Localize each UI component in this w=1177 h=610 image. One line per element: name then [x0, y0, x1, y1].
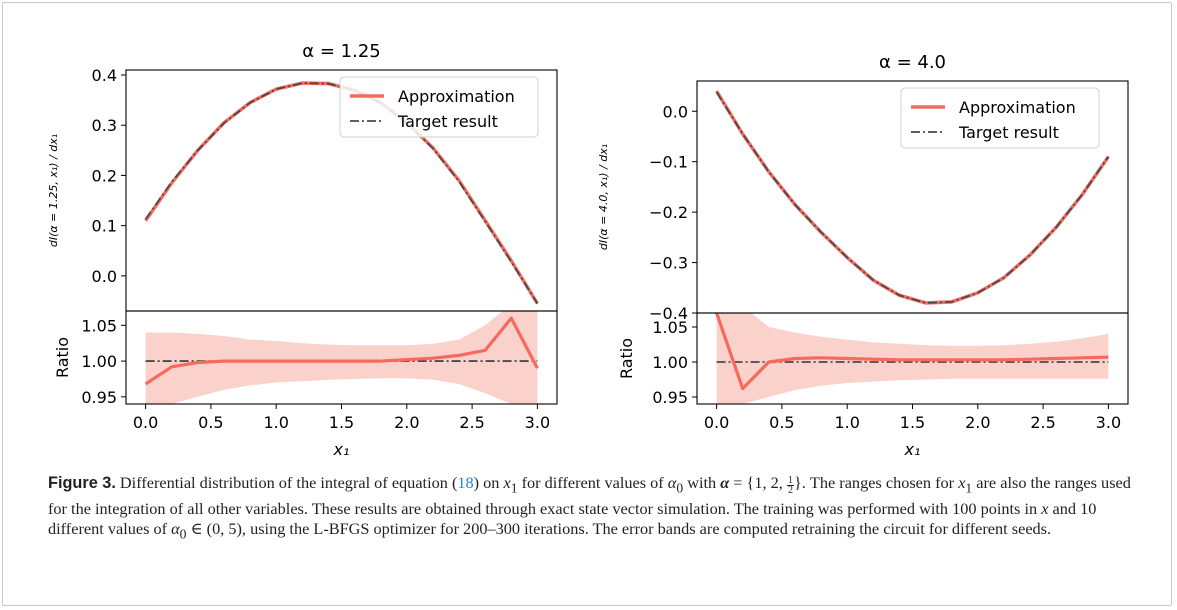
- chart-title: α = 4.0: [879, 52, 946, 73]
- equation-reference-link[interactable]: 18: [457, 473, 474, 492]
- legend: Approximation Target result: [900, 87, 1100, 149]
- x-tick-label: 2.0: [394, 413, 419, 432]
- ratio-panel-plot-area: [715, 313, 1109, 404]
- target-result-line: [144, 82, 539, 304]
- main-panel-plot-area: [715, 89, 1110, 305]
- x-tick-label: 2.5: [459, 413, 484, 432]
- ratio-y-tick-label: 0.95: [652, 388, 688, 407]
- y-tick-label: −0.4: [649, 304, 688, 323]
- x-tick-label: 0.0: [133, 413, 158, 432]
- target-result-line: [715, 91, 1110, 304]
- ratio-y-tick-label: 1.05: [81, 316, 117, 335]
- ratio-axis-label: Ratio: [617, 338, 636, 379]
- ratio-axis-label: Ratio: [53, 337, 72, 378]
- legend-box: [900, 87, 1100, 149]
- x-tick-label: 2.0: [965, 413, 990, 432]
- chart-1: 0.0 0.1 0.2 0.3 0.4 0.95 1.00 1.05 0.0 0.5 1.0 1.5 2…: [47, 41, 558, 459]
- caption-label: Figure 3.: [48, 474, 116, 492]
- y-tick-label: 0.0: [663, 102, 688, 121]
- ratio-error-band: [716, 313, 1109, 404]
- x-axis-label: x₁: [904, 440, 921, 459]
- chart-2: −0.4 −0.3 −0.2 −0.1 0.0 0.95 1.00 1.05 0.0 0.5 1.0…: [597, 52, 1129, 459]
- x-tick-label: 3.0: [525, 413, 550, 432]
- y-tick-label: −0.2: [649, 203, 688, 222]
- x-tick-label: 1.5: [900, 413, 925, 432]
- y-axis-label: dI(α = 1.25, x₁) / dx₁: [47, 134, 60, 247]
- legend-entry-target: Target result: [397, 112, 498, 131]
- y-tick-label: 0.1: [92, 217, 117, 236]
- x-tick-label: 1.0: [263, 413, 288, 432]
- legend-entry-target: Target result: [958, 123, 1059, 142]
- ratio-approximation-line: [144, 316, 539, 386]
- legend: Approximation Target result: [339, 76, 539, 138]
- x-tick-label: 2.5: [1030, 413, 1055, 432]
- x-tick-label: 0.5: [769, 413, 794, 432]
- figure-caption: Figure 3. Differential distribution of t…: [48, 473, 1131, 542]
- y-tick-label: −0.1: [649, 153, 688, 172]
- x-tick-label: 1.0: [834, 413, 859, 432]
- ratio-y-tick-label: 1.00: [652, 353, 688, 372]
- x-tick-label: 3.0: [1096, 413, 1121, 432]
- ratio-approximation-line: [715, 313, 1109, 391]
- y-axis-label: dI(α = 4.0, x₁) / dx₁: [597, 144, 610, 250]
- figure-plots: 0.0 0.1 0.2 0.3 0.4 0.95 1.00 1.05 0.0 0.5 1.0 1.5 2…: [47, 41, 1129, 459]
- y-tick-label: 0.2: [92, 166, 117, 185]
- ratio-panel-plot-area: [144, 311, 539, 404]
- legend-entry-approximation: Approximation: [959, 98, 1076, 117]
- y-tick-label: 0.0: [92, 267, 117, 286]
- ratio-y-tick-label: 1.05: [652, 318, 688, 337]
- x-tick-label: 0.5: [198, 413, 223, 432]
- ratio-y-tick-label: 0.95: [81, 388, 117, 407]
- legend-box: [339, 76, 539, 138]
- ratio-y-tick-label: 1.00: [81, 352, 117, 371]
- y-tick-label: −0.3: [649, 254, 688, 273]
- legend-entry-approximation: Approximation: [398, 87, 515, 106]
- chart-title: α = 1.25: [302, 41, 380, 62]
- y-tick-label: 0.3: [92, 116, 117, 135]
- x-tick-label: 1.5: [329, 413, 354, 432]
- x-tick-label: 0.0: [704, 413, 729, 432]
- y-tick-label: 0.4: [92, 66, 117, 85]
- ratio-error-band: [145, 311, 538, 404]
- x-axis-label: x₁: [333, 440, 350, 459]
